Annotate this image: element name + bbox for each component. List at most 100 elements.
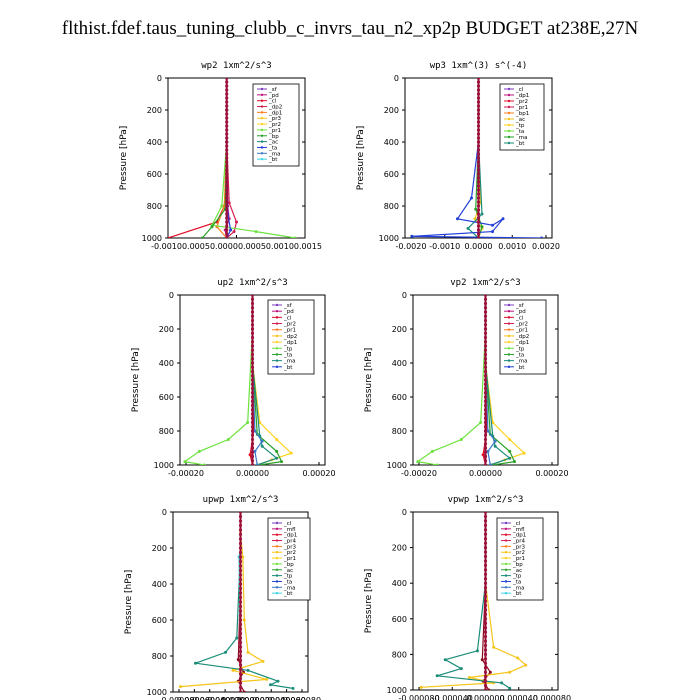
legend-marker	[275, 334, 279, 338]
legend-label: _pr4	[283, 539, 297, 545]
legend-marker	[504, 591, 508, 595]
legend-marker	[504, 586, 508, 589]
profile-marker	[483, 391, 488, 395]
legend-marker	[260, 157, 264, 161]
legend-label: _ta	[268, 145, 277, 151]
series-point	[235, 636, 239, 640]
series-point	[416, 460, 420, 464]
profile-marker	[225, 164, 229, 168]
x-tick-label: -0.00100.00050.00000.00050.00100.0015	[151, 242, 322, 251]
legend-marker	[275, 586, 279, 589]
profile-marker	[483, 568, 488, 572]
series-group	[183, 295, 293, 465]
legend-label: _pr1	[512, 556, 525, 562]
legend-label: _cl	[283, 315, 292, 321]
profile-marker	[238, 573, 243, 577]
profile-marker	[250, 314, 255, 318]
legend-label: _bt	[283, 591, 293, 597]
series-point	[486, 449, 490, 453]
legend-label: _pr1	[515, 328, 528, 334]
profile-marker	[225, 236, 229, 238]
profile-marker	[238, 604, 243, 609]
subplot-title: wp3 1xm^(3) s^(-4)	[430, 61, 528, 71]
profile-marker	[483, 425, 488, 429]
legend-marker	[275, 303, 279, 307]
legend-label: _bp1	[515, 111, 529, 117]
profile-marker	[238, 546, 243, 550]
profile-marker	[225, 184, 229, 188]
legend-marker	[260, 117, 264, 120]
profile-marker	[250, 391, 255, 395]
profile-marker	[225, 152, 229, 156]
profile-marker	[225, 100, 229, 104]
profile-marker	[483, 581, 488, 585]
y-tick-label: 200	[147, 106, 162, 115]
x-tick-label: -0.000060	[174, 696, 215, 700]
legend-label: _pr4	[512, 539, 526, 545]
profile-marker	[476, 92, 481, 96]
legend-label: _pr2	[512, 550, 525, 556]
profile-marker	[238, 672, 243, 676]
x-tick-label: 0.000080	[533, 694, 571, 700]
profile-marker	[238, 658, 243, 663]
profile-marker	[250, 344, 255, 348]
profile-marker	[238, 537, 243, 541]
profile-marker	[238, 568, 243, 573]
legend: _sf_pd_cl_pr2_pr1_dp2_dp1_tp_ta_ma_bt	[267, 299, 315, 375]
legend-label: _pr2	[283, 322, 296, 328]
profile-marker	[483, 563, 488, 568]
y-tick-label: 400	[147, 138, 162, 147]
profile-marker	[250, 331, 255, 335]
profile-marker	[238, 631, 243, 636]
profile-marker	[483, 626, 488, 630]
series-point	[229, 228, 233, 232]
profile-marker	[225, 140, 229, 144]
legend-label: _dp2	[268, 105, 282, 111]
profile-marker	[483, 437, 488, 442]
profile-marker	[238, 645, 243, 649]
profile-marker	[483, 683, 488, 688]
x-tick-label: 0.00020	[302, 469, 335, 478]
profile-marker	[483, 420, 488, 425]
profile-marker	[483, 523, 488, 527]
profile-marker	[250, 310, 255, 314]
profile-marker	[483, 399, 488, 403]
legend-label: _cl	[512, 521, 521, 527]
profile-marker	[483, 408, 488, 412]
profile-marker	[483, 416, 488, 420]
legend-label: _bt	[515, 365, 525, 371]
legend-marker	[504, 556, 508, 560]
profile-marker	[250, 386, 255, 391]
series-point	[235, 220, 238, 224]
legend-marker	[275, 353, 279, 356]
legend-label: _pr1	[283, 556, 296, 562]
profile-marker	[225, 78, 229, 80]
legend-marker	[504, 568, 508, 571]
series-point	[232, 230, 236, 234]
x-tick-label: 0.000000	[466, 694, 504, 700]
profile-marker	[238, 600, 243, 604]
y-axis-label: Pressure [hPa]	[356, 126, 366, 191]
legend-marker	[260, 140, 264, 143]
y-tick-label: 0	[402, 508, 407, 517]
subplot-4: vp2 1xm^2/s^3 0 200 400 600 800 1000 Pressure […	[364, 278, 569, 478]
profile-marker	[250, 365, 255, 369]
profile-marker	[238, 559, 243, 564]
series-point	[456, 217, 459, 221]
legend-marker	[507, 359, 511, 362]
profile-marker	[483, 331, 488, 335]
legend-marker	[507, 111, 511, 115]
profile-marker	[225, 148, 229, 152]
profile-marker	[238, 528, 243, 532]
profile-marker	[483, 519, 488, 523]
x-tick-label: 0.000000	[221, 696, 259, 700]
profile-marker	[483, 310, 488, 314]
y-tick-label: 600	[392, 393, 407, 402]
legend-label: _ta	[512, 579, 521, 585]
legend-marker	[507, 347, 511, 350]
legend-marker	[507, 117, 511, 121]
profile-marker	[476, 208, 481, 212]
legend-marker	[275, 556, 279, 560]
x-tick-label: 0.000060	[268, 696, 306, 700]
series-point	[522, 451, 526, 455]
